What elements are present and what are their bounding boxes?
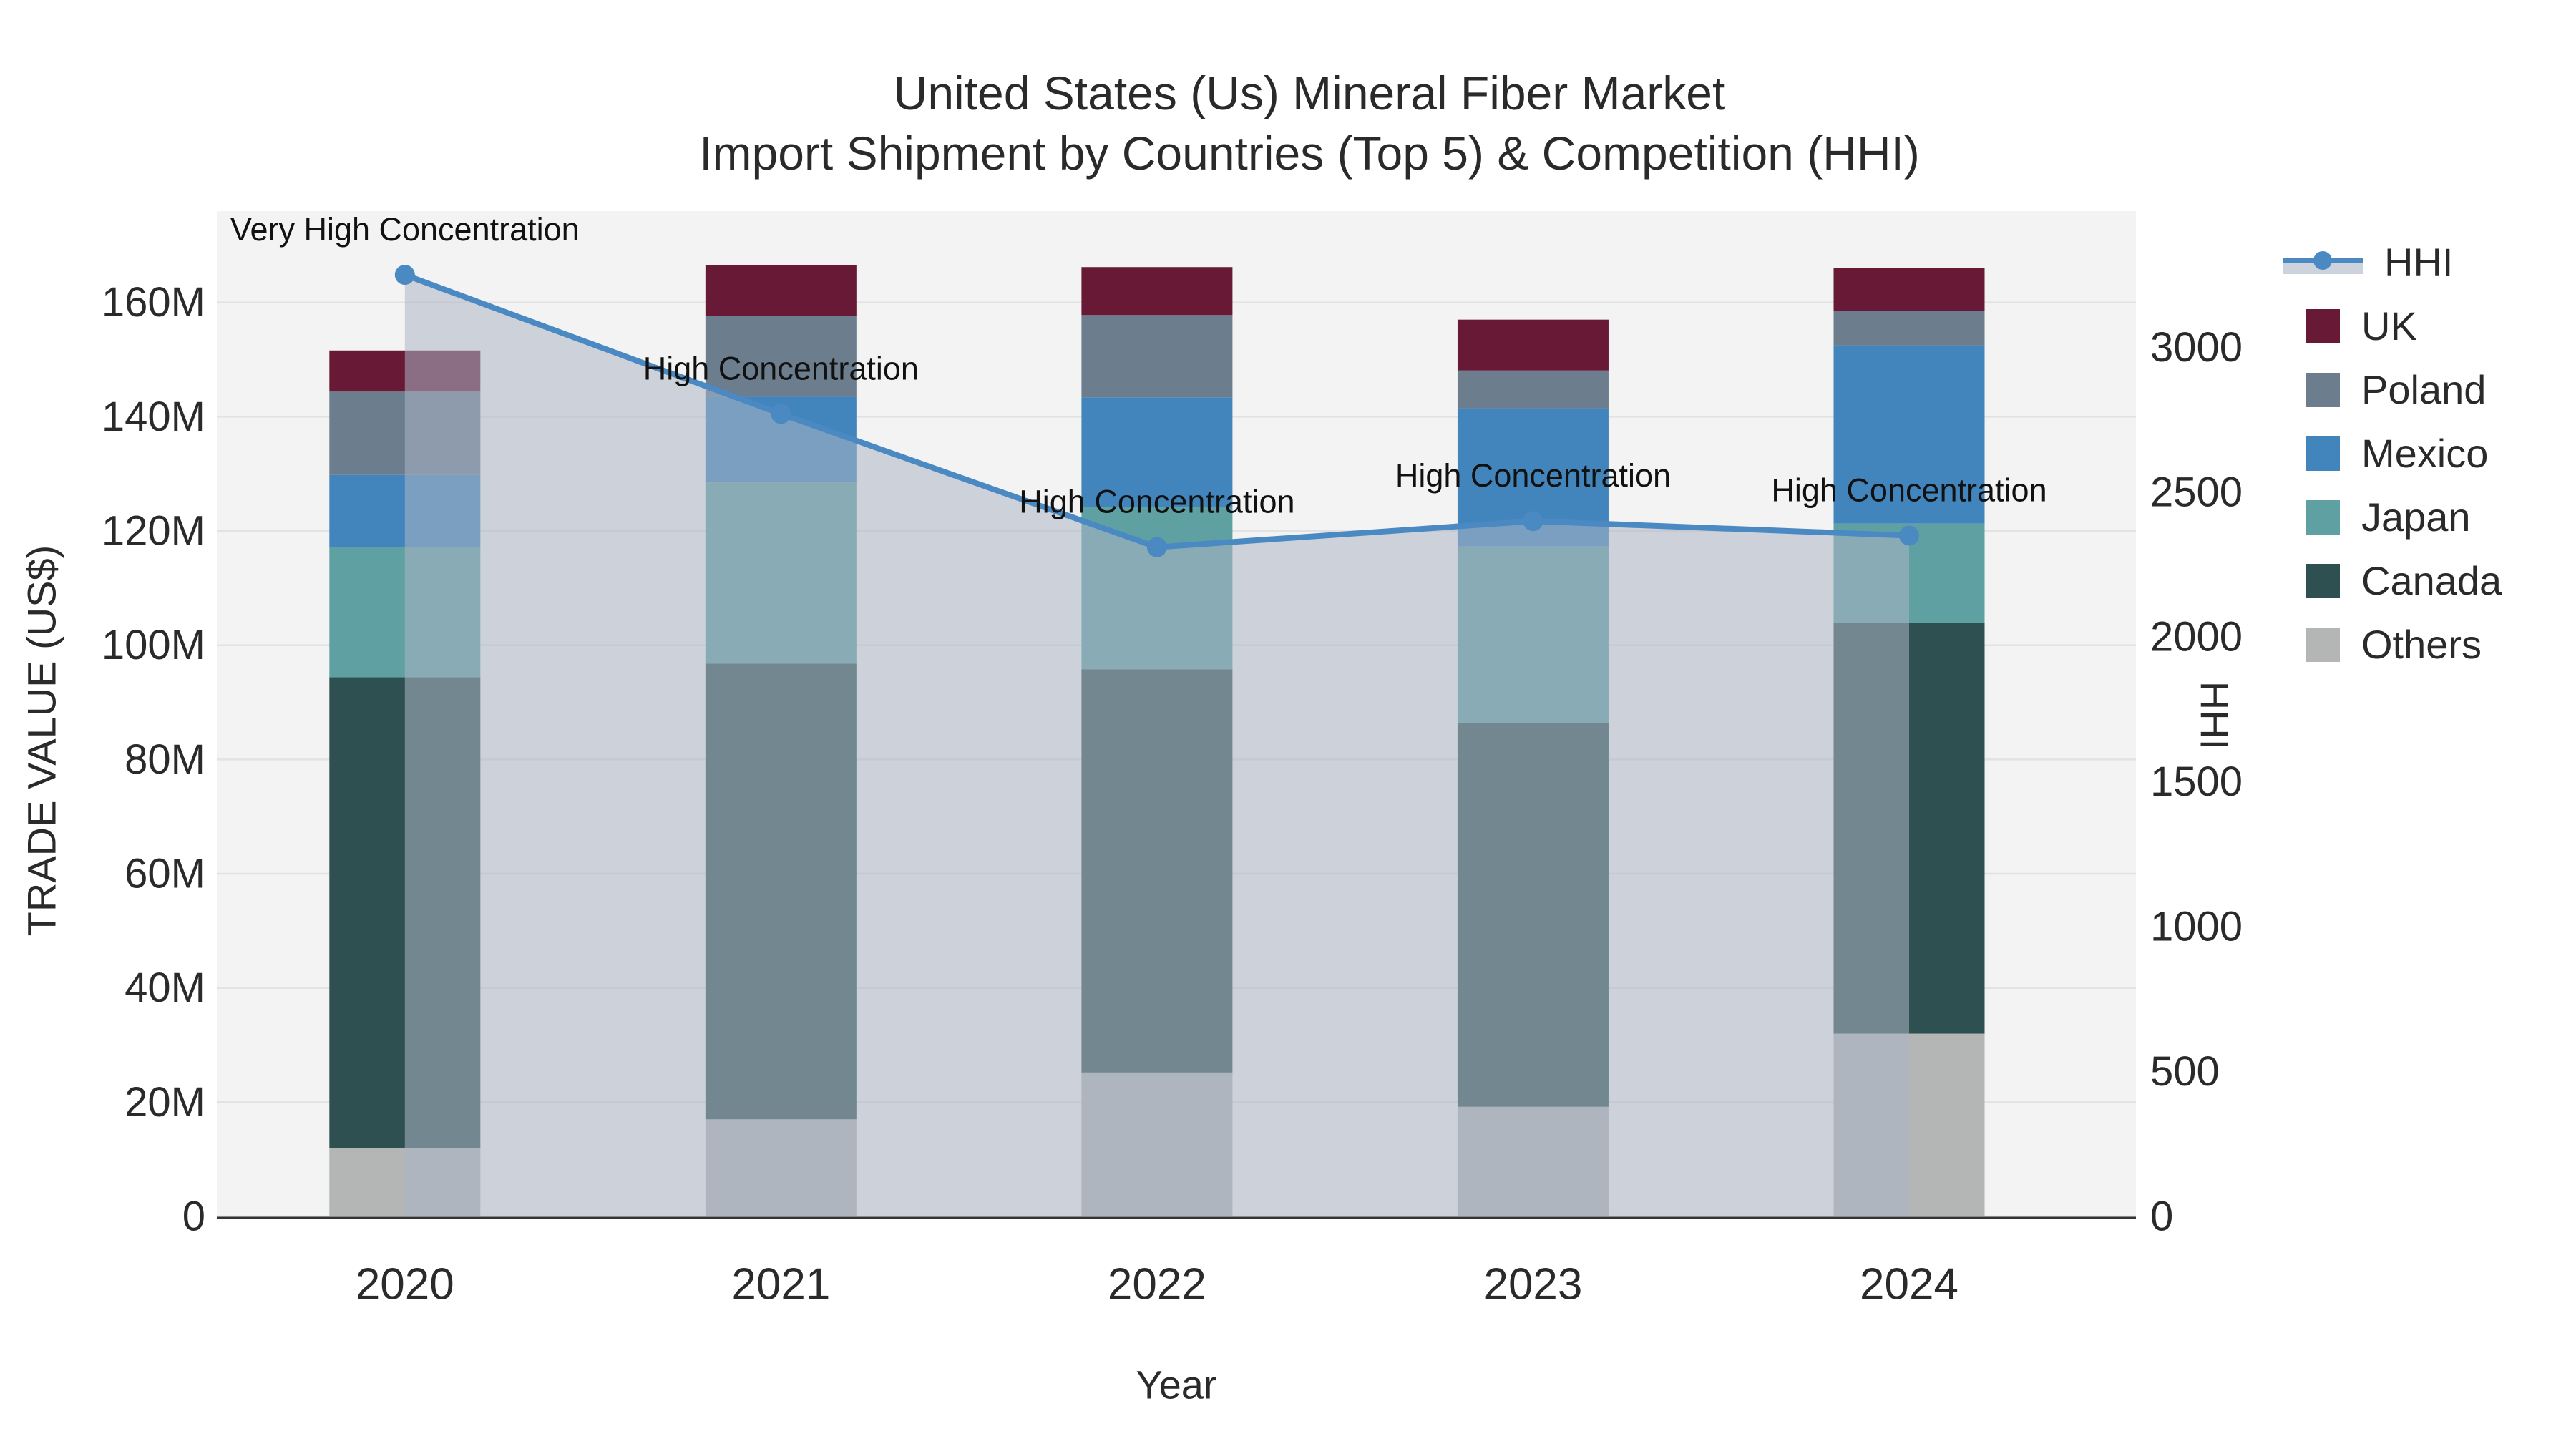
legend-swatch-others: [2306, 627, 2340, 662]
y-left-tick-label: 40M: [125, 965, 205, 1011]
legend-label-japan: Japan: [2361, 494, 2471, 540]
legend-item-uk[interactable]: UK: [2306, 294, 2502, 358]
annotation-label-2024: High Concentration: [1771, 472, 2046, 508]
legend-label-mexico: Mexico: [2361, 431, 2489, 476]
legend-item-poland[interactable]: Poland: [2306, 358, 2502, 421]
x-tick-label-2022: 2022: [1108, 1260, 1206, 1309]
bar-segment-mexico-2024[interactable]: [1833, 345, 1985, 524]
y-left-tick-label: 60M: [125, 851, 205, 897]
hhi-marker-2024[interactable]: [1899, 525, 1919, 546]
bar-segment-poland-2022[interactable]: [1081, 315, 1233, 398]
bar-segment-mexico-2022[interactable]: [1081, 397, 1233, 507]
legend-line-sample-icon: [2283, 248, 2363, 277]
legend-swatch-japan: [2306, 499, 2340, 535]
y-right-tick-label: 1500: [2150, 758, 2243, 805]
bar-segment-uk-2023[interactable]: [1457, 319, 1609, 371]
y-left-tick-label: 140M: [102, 394, 205, 440]
annotation-label-2021: High Concentration: [643, 350, 919, 386]
y-left-tick-label: 0: [182, 1194, 205, 1240]
chart-title: United States (Us) Mineral Fiber Market …: [0, 63, 2576, 183]
chart-title-line1: United States (Us) Mineral Fiber Market: [893, 67, 1726, 119]
annotation-label-2022: High Concentration: [1019, 484, 1294, 520]
y-right-axis-title: HHI: [2192, 680, 2238, 751]
y-right-tick-label: 2500: [2150, 469, 2243, 515]
bar-segment-poland-2023[interactable]: [1457, 370, 1609, 409]
annotation-label-2020: Very High Concentration: [230, 211, 580, 248]
bar-segment-uk-2024[interactable]: [1833, 268, 1985, 311]
bar-segment-uk-2022[interactable]: [1081, 267, 1233, 316]
annotation-label-2023: High Concentration: [1395, 457, 1671, 494]
y-right-tick-label: 3000: [2150, 324, 2243, 371]
y-left-tick-label: 160M: [102, 279, 205, 326]
hhi-marker-2023[interactable]: [1523, 511, 1543, 532]
bar-segment-poland-2021[interactable]: [705, 316, 857, 397]
chart-title-line2: Import Shipment by Countries (Top 5) & C…: [699, 127, 1920, 180]
legend-label-canada: Canada: [2361, 558, 2502, 603]
x-axis-title: Year: [1136, 1362, 1217, 1407]
legend-swatch-uk: [2306, 308, 2340, 343]
legend-swatch-canada: [2306, 563, 2340, 598]
y-right-tick-label: 0: [2150, 1194, 2173, 1240]
y-left-tick-label: 120M: [102, 508, 205, 555]
y-left-tick-label: 100M: [102, 622, 205, 668]
legend-label-uk: UK: [2361, 303, 2417, 348]
legend-label-others: Others: [2361, 622, 2482, 667]
legend-label-poland: Poland: [2361, 367, 2487, 412]
legend-item-others[interactable]: Others: [2306, 613, 2502, 676]
legend-item-hhi[interactable]: HHI: [2283, 230, 2502, 294]
legend-swatch-poland: [2306, 372, 2340, 407]
y-left-axis-title: TRADE VALUE (US$): [19, 545, 64, 937]
legend-item-mexico[interactable]: Mexico: [2306, 421, 2502, 485]
bar-segment-uk-2021[interactable]: [705, 265, 857, 316]
x-tick-label-2024: 2024: [1860, 1260, 1958, 1309]
legend-label-hhi: HHI: [2384, 240, 2454, 285]
legend: HHI UK Poland Mexico Japan Canada Others: [2283, 230, 2502, 676]
hhi-marker-2022[interactable]: [1146, 537, 1167, 557]
y-right-tick-label: 2000: [2150, 614, 2243, 660]
x-tick-label-2020: 2020: [356, 1260, 454, 1309]
x-tick-label-2023: 2023: [1483, 1260, 1582, 1309]
legend-item-japan[interactable]: Japan: [2306, 485, 2502, 549]
y-left-tick-label: 20M: [125, 1079, 205, 1126]
legend-item-canada[interactable]: Canada: [2306, 549, 2502, 613]
x-tick-label-2021: 2021: [731, 1260, 830, 1309]
hhi-marker-2020[interactable]: [394, 265, 415, 286]
y-right-tick-label: 1000: [2150, 904, 2243, 950]
y-right-tick-label: 500: [2150, 1048, 2220, 1095]
hhi-area-fill: [404, 275, 1909, 1216]
legend-swatch-mexico: [2306, 436, 2340, 471]
bar-segment-poland-2024[interactable]: [1833, 311, 1985, 346]
y-left-tick-label: 80M: [125, 736, 205, 783]
hhi-marker-2021[interactable]: [771, 404, 791, 424]
